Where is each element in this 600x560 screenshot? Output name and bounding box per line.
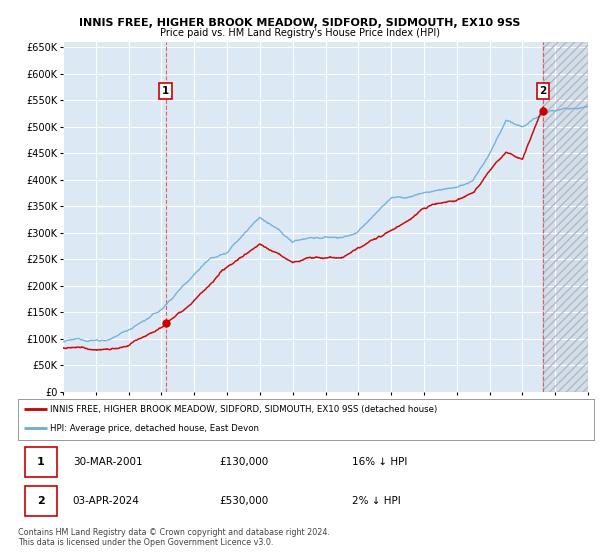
Text: £130,000: £130,000 (220, 458, 269, 468)
Text: 03-APR-2024: 03-APR-2024 (73, 496, 140, 506)
Text: 1: 1 (162, 86, 169, 96)
Text: 16% ↓ HPI: 16% ↓ HPI (352, 458, 407, 468)
Text: INNIS FREE, HIGHER BROOK MEADOW, SIDFORD, SIDMOUTH, EX10 9SS: INNIS FREE, HIGHER BROOK MEADOW, SIDFORD… (79, 18, 521, 29)
Text: INNIS FREE, HIGHER BROOK MEADOW, SIDFORD, SIDMOUTH, EX10 9SS (detached house): INNIS FREE, HIGHER BROOK MEADOW, SIDFORD… (50, 405, 437, 414)
Bar (543, 42, 588, 392)
Text: HPI: Average price, detached house, East Devon: HPI: Average price, detached house, East… (50, 424, 259, 433)
Text: 30-MAR-2001: 30-MAR-2001 (73, 458, 142, 468)
Text: Price paid vs. HM Land Registry's House Price Index (HPI): Price paid vs. HM Land Registry's House … (160, 28, 440, 38)
Text: 2: 2 (539, 86, 547, 96)
Text: Contains HM Land Registry data © Crown copyright and database right 2024.
This d: Contains HM Land Registry data © Crown c… (18, 528, 330, 547)
Text: £530,000: £530,000 (220, 496, 269, 506)
Bar (543, 42, 588, 392)
FancyBboxPatch shape (25, 486, 56, 516)
Text: 2: 2 (37, 496, 44, 506)
FancyBboxPatch shape (25, 447, 56, 478)
Text: 1: 1 (37, 458, 44, 468)
Text: 2% ↓ HPI: 2% ↓ HPI (352, 496, 401, 506)
